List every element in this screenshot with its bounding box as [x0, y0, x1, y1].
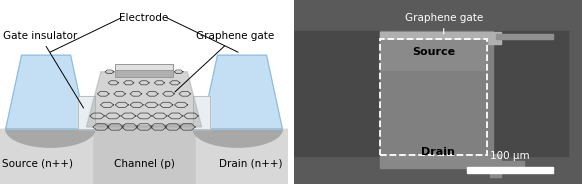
Polygon shape	[193, 129, 282, 147]
Text: Source (n++): Source (n++)	[2, 159, 73, 169]
Bar	[490, 165, 501, 177]
Bar	[381, 32, 501, 44]
Bar	[467, 167, 553, 173]
Bar	[196, 129, 288, 184]
Polygon shape	[201, 55, 282, 129]
Bar	[0, 129, 92, 184]
Bar	[381, 154, 501, 162]
Text: Gate insulator: Gate insulator	[3, 31, 84, 108]
Bar	[381, 40, 487, 70]
Polygon shape	[201, 55, 282, 129]
Bar	[115, 64, 173, 77]
Text: Electrode: Electrode	[119, 13, 169, 23]
Text: Channel (p): Channel (p)	[113, 159, 175, 169]
Polygon shape	[92, 123, 196, 129]
Polygon shape	[86, 72, 201, 127]
Text: Graphene gate: Graphene gate	[404, 13, 483, 34]
Bar	[381, 31, 493, 156]
Bar	[115, 64, 173, 70]
Bar	[0, 129, 288, 184]
Bar	[495, 34, 553, 39]
Polygon shape	[78, 96, 95, 129]
Bar	[381, 161, 524, 168]
Polygon shape	[193, 96, 210, 129]
Text: Source: Source	[412, 47, 455, 56]
Text: Drain (n++): Drain (n++)	[219, 159, 282, 169]
Bar	[294, 31, 386, 156]
Text: Graphene gate: Graphene gate	[175, 31, 274, 92]
Polygon shape	[6, 55, 86, 129]
Polygon shape	[6, 129, 95, 147]
Polygon shape	[6, 55, 86, 129]
Text: 100 μm: 100 μm	[490, 151, 530, 161]
Text: Drain: Drain	[421, 147, 455, 157]
Bar	[487, 31, 567, 156]
Bar	[381, 39, 487, 155]
